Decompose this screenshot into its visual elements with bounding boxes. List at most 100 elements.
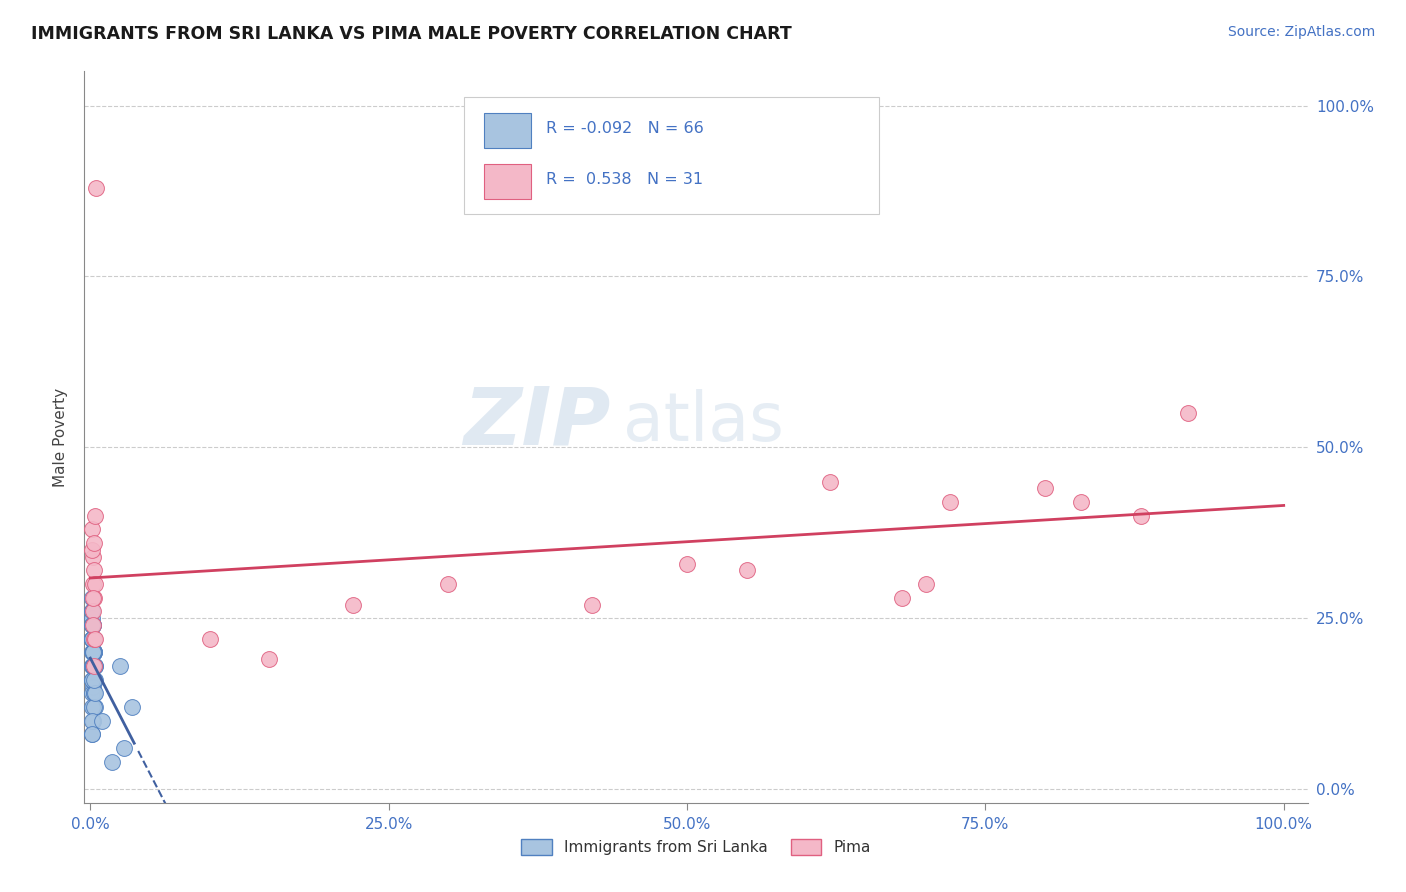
Point — [83, 659, 105, 673]
Point — [80, 632, 103, 646]
Point — [82, 632, 104, 646]
Point — [121, 700, 143, 714]
Point — [80, 604, 103, 618]
Point — [80, 686, 103, 700]
Legend: Immigrants from Sri Lanka, Pima: Immigrants from Sri Lanka, Pima — [515, 833, 877, 861]
Point — [84, 700, 107, 714]
Point — [83, 645, 105, 659]
Point — [82, 714, 104, 728]
Point — [82, 549, 104, 564]
Point — [82, 577, 104, 591]
FancyBboxPatch shape — [464, 97, 880, 214]
Point — [80, 659, 103, 673]
Point — [735, 563, 758, 577]
Y-axis label: Male Poverty: Male Poverty — [53, 387, 69, 487]
Point — [676, 557, 699, 571]
Point — [82, 659, 104, 673]
Point — [82, 700, 104, 714]
Point — [82, 645, 104, 659]
Text: R = -0.092   N = 66: R = -0.092 N = 66 — [546, 121, 703, 136]
Point — [83, 645, 105, 659]
Point — [84, 508, 107, 523]
Point — [82, 591, 104, 605]
Point — [198, 632, 221, 646]
Bar — [484, 113, 531, 148]
Point — [82, 632, 104, 646]
Point — [82, 673, 104, 687]
Point — [80, 618, 103, 632]
Bar — [484, 164, 531, 200]
Point — [82, 618, 104, 632]
Point — [83, 632, 105, 646]
Point — [818, 475, 841, 489]
Point — [80, 645, 103, 659]
Point — [84, 180, 107, 194]
Point — [82, 645, 104, 659]
Point — [342, 598, 364, 612]
Point — [108, 659, 131, 673]
Text: ZIP: ZIP — [463, 384, 610, 461]
Point — [82, 659, 104, 673]
Point — [80, 604, 103, 618]
Point — [82, 659, 104, 673]
Point — [84, 577, 107, 591]
Point — [82, 645, 104, 659]
Text: atlas: atlas — [623, 390, 783, 456]
Point — [80, 673, 103, 687]
Point — [84, 659, 107, 673]
Text: IMMIGRANTS FROM SRI LANKA VS PIMA MALE POVERTY CORRELATION CHART: IMMIGRANTS FROM SRI LANKA VS PIMA MALE P… — [31, 25, 792, 43]
Point — [82, 618, 104, 632]
Point — [1129, 508, 1152, 523]
Point — [80, 632, 103, 646]
Point — [84, 686, 107, 700]
Point — [83, 645, 105, 659]
Point — [82, 618, 104, 632]
Point — [82, 714, 104, 728]
Point — [83, 700, 105, 714]
Point — [80, 659, 103, 673]
Point — [1177, 406, 1199, 420]
Point — [82, 618, 104, 632]
Point — [80, 632, 103, 646]
Point — [581, 598, 603, 612]
Point — [83, 632, 105, 646]
Point — [83, 645, 105, 659]
Point — [83, 632, 105, 646]
Point — [80, 618, 103, 632]
Point — [80, 618, 103, 632]
Point — [82, 645, 104, 659]
Point — [83, 536, 105, 550]
Point — [83, 632, 105, 646]
Text: Source: ZipAtlas.com: Source: ZipAtlas.com — [1227, 25, 1375, 39]
Point — [80, 700, 103, 714]
Point — [112, 741, 135, 756]
Point — [938, 495, 960, 509]
Point — [83, 591, 105, 605]
Point — [82, 680, 104, 694]
Point — [80, 632, 103, 646]
Point — [82, 632, 104, 646]
Point — [1070, 495, 1092, 509]
Point — [83, 673, 105, 687]
Point — [83, 686, 105, 700]
Point — [83, 673, 105, 687]
Point — [80, 727, 103, 741]
Point — [80, 611, 103, 625]
Point — [83, 659, 105, 673]
Point — [91, 714, 114, 728]
Point — [80, 632, 103, 646]
Point — [80, 542, 103, 557]
Point — [82, 645, 104, 659]
Point — [1033, 481, 1056, 495]
Point — [80, 714, 103, 728]
Text: R =  0.538   N = 31: R = 0.538 N = 31 — [546, 172, 703, 187]
Point — [80, 591, 103, 605]
Point — [84, 659, 107, 673]
Point — [437, 577, 460, 591]
Point — [890, 591, 912, 605]
Point — [259, 652, 281, 666]
Point — [82, 604, 104, 618]
Point — [80, 673, 103, 687]
Point — [84, 673, 107, 687]
Point — [914, 577, 936, 591]
